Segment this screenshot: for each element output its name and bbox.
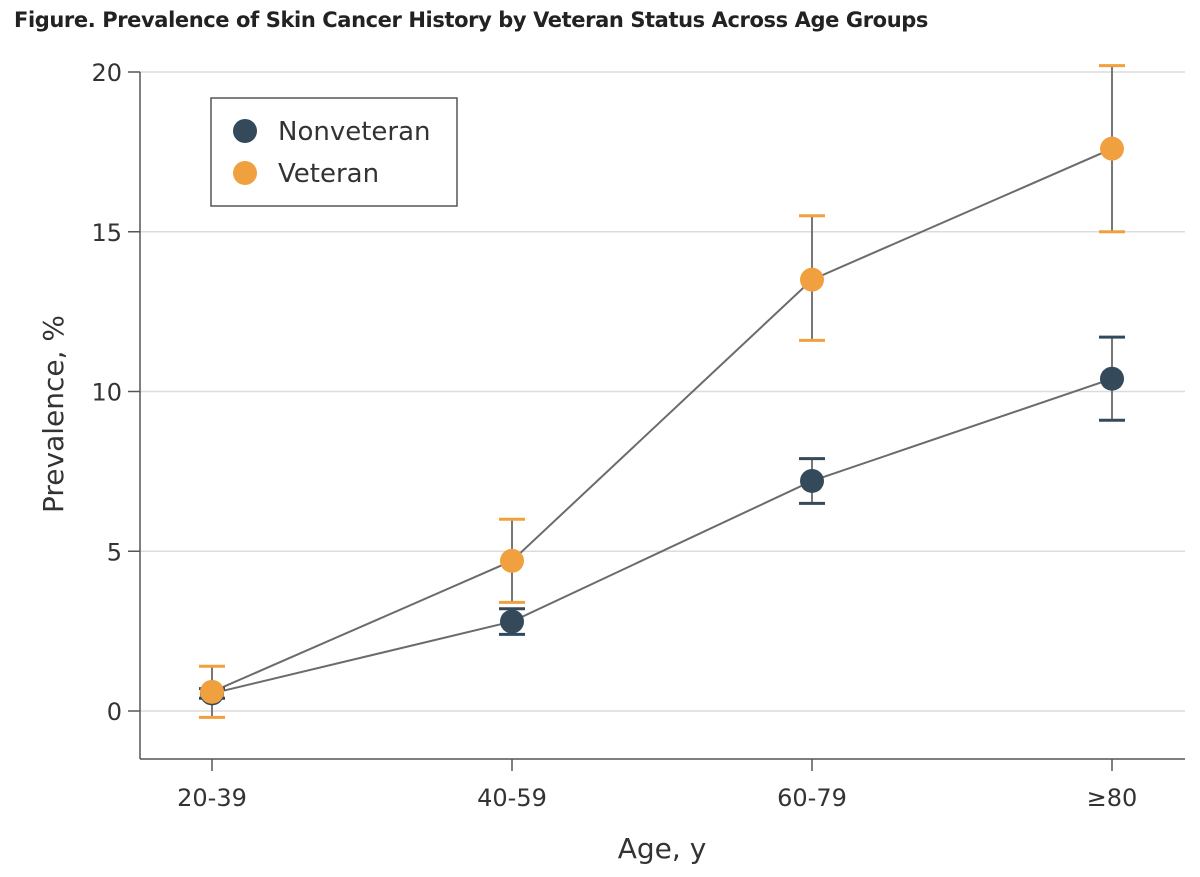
x-axis-title: Age, y — [618, 832, 707, 865]
legend-label-nonveteran: Nonveteran — [278, 117, 431, 147]
series-layer — [199, 64, 1125, 719]
y-axis-title: Prevalence, % — [37, 315, 70, 513]
legend-box — [210, 97, 458, 207]
series-line-nonveteran — [211, 377, 1113, 695]
legend: Nonveteran Veteran — [210, 97, 458, 207]
data-point-veteran-0 — [200, 679, 224, 704]
y-tick-label-0: 0 — [107, 698, 122, 726]
data-point-nonveteran-1 — [500, 609, 524, 634]
x-tick-label-1: 40-59 — [477, 784, 547, 812]
data-point-veteran-1 — [500, 548, 524, 573]
series-line-veteran — [211, 147, 1113, 693]
data-point-nonveteran-2 — [800, 468, 824, 493]
x-tick-label-0: 20-39 — [177, 784, 247, 812]
data-point-veteran-3 — [1100, 136, 1124, 161]
data-point-nonveteran-3 — [1100, 366, 1124, 391]
axes: 0 5 10 15 20 20-39 40-59 60-79 ≥80 — [91, 59, 1185, 812]
figure-title: Figure. Prevalence of Skin Cancer Histor… — [14, 8, 928, 32]
legend-marker-nonveteran — [233, 119, 257, 143]
data-point-veteran-2 — [800, 267, 824, 292]
y-tick-label-20: 20 — [91, 59, 122, 87]
y-tick-label-10: 10 — [91, 379, 122, 407]
legend-marker-veteran — [233, 161, 257, 185]
y-tick-label-15: 15 — [91, 219, 122, 247]
x-tick-label-3: ≥80 — [1087, 784, 1138, 812]
x-tick-label-2: 60-79 — [777, 784, 847, 812]
y-tick-label-5: 5 — [107, 538, 122, 566]
legend-label-veteran: Veteran — [278, 159, 379, 189]
